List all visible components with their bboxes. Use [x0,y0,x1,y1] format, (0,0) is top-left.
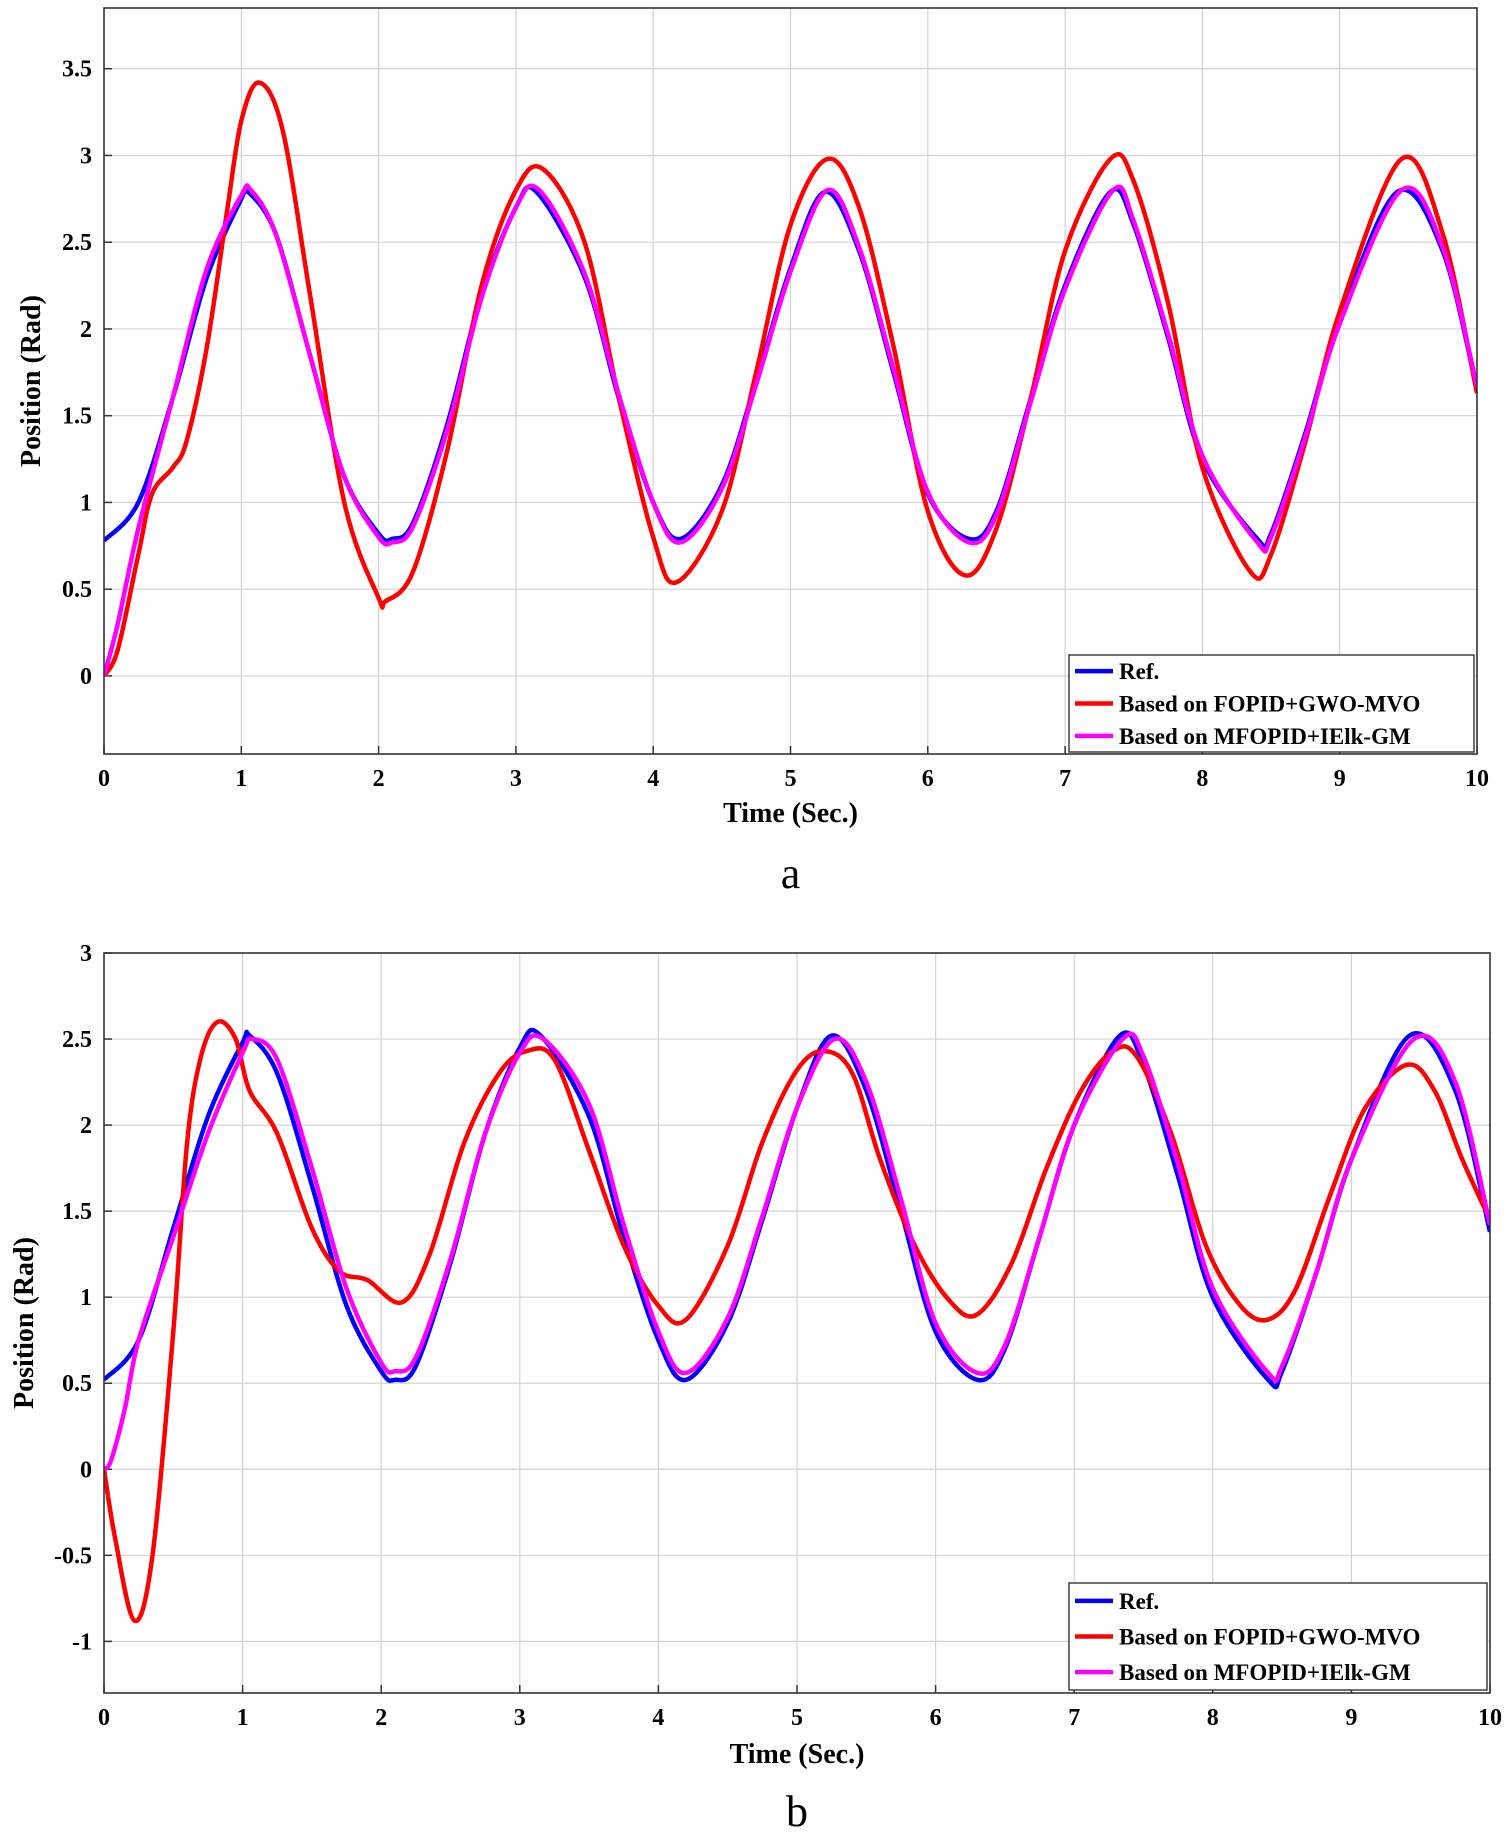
legend-label: Based on MFOPID+IElk-GM [1119,724,1411,749]
y-tick-label: 3 [80,941,92,967]
y-axis-label: Position (Rad) [9,1237,40,1409]
y-tick-label: -1 [72,1629,92,1655]
x-tick-label: 6 [930,1705,942,1731]
chart-a: 0 1 2 3 4 5 6 7 8 9 10 0 0.5 1 1.5 2 2.5 3 3.5 Ref. Based on… [16,7,1489,898]
panel-label: b [786,1787,808,1836]
y-tick-label: 2 [80,317,92,343]
y-tick-label: 0.5 [62,577,92,603]
legend-label: Based on FOPID+GWO-MVO [1119,692,1420,717]
x-tick-label: 7 [1068,1705,1080,1731]
x-tick-label: 5 [791,1705,803,1731]
series-line-based-on-mfopid-ielk-gm [104,1031,1490,1472]
y-tick-label: 3 [80,143,92,169]
y-tick-label: 1 [80,490,92,516]
x-tick-label: 0 [98,766,110,792]
x-tick-label: 8 [1207,1705,1219,1731]
y-tick-label: 2.5 [62,1027,92,1053]
x-tick-label: 5 [785,766,797,792]
x-tick-label: 9 [1334,766,1346,792]
panel-label: a [781,849,801,898]
y-tick-label: 1 [80,1285,92,1311]
x-tick-label: 1 [235,766,247,792]
y-tick-label: 2.5 [62,230,92,256]
y-tick-label: 1.5 [62,1199,92,1225]
y-axis-label: Position (Rad) [16,295,47,467]
x-tick-label: 3 [510,766,522,792]
series-line-based-on-mfopid-ielk-gm [104,183,1477,677]
legend-label: Ref. [1119,1589,1159,1614]
x-tick-label: 1 [237,1705,249,1731]
y-tick-label: 0 [80,1457,92,1483]
series-line-based-on-fopid-gwo-mvo [104,80,1477,678]
chart-b: 0 1 2 3 4 5 6 7 8 9 10 -1 -0.5 0 0.5 1 1.5 2 2.5 3 Ref. Based… [9,941,1502,1836]
x-tick-label: 8 [1196,766,1208,792]
x-tick-label: 2 [375,1705,387,1731]
legend-label: Ref. [1119,659,1159,684]
legend-label: Based on MFOPID+IElk-GM [1119,1660,1411,1685]
y-tick-label: 2 [80,1113,92,1139]
x-tick-label: 2 [373,766,385,792]
x-axis-label: Time (Sec.) [723,798,858,829]
legend-box [1068,1582,1488,1691]
x-tick-label: 0 [98,1705,110,1731]
y-tick-label: 0.5 [62,1371,92,1397]
x-tick-label: 7 [1059,766,1071,792]
x-tick-label: 3 [514,1705,526,1731]
x-axis-label: Time (Sec.) [730,1739,865,1770]
legend-box [1068,654,1475,753]
y-tick-label: 3.5 [62,57,92,83]
series-line-based-on-fopid-gwo-mvo [104,1019,1490,1624]
x-tick-label: 4 [647,766,659,792]
y-tick-label: -0.5 [54,1543,92,1569]
x-tick-label: 10 [1478,1705,1502,1731]
y-tick-label: 0 [80,664,92,690]
axes-box [103,952,1491,1694]
x-tick-label: 10 [1465,766,1489,792]
x-tick-label: 4 [652,1705,664,1731]
x-tick-label: 6 [922,766,934,792]
x-tick-label: 9 [1345,1705,1357,1731]
legend-label: Based on FOPID+GWO-MVO [1119,1625,1420,1650]
y-tick-label: 1.5 [62,404,92,430]
axes-box [103,7,1478,755]
